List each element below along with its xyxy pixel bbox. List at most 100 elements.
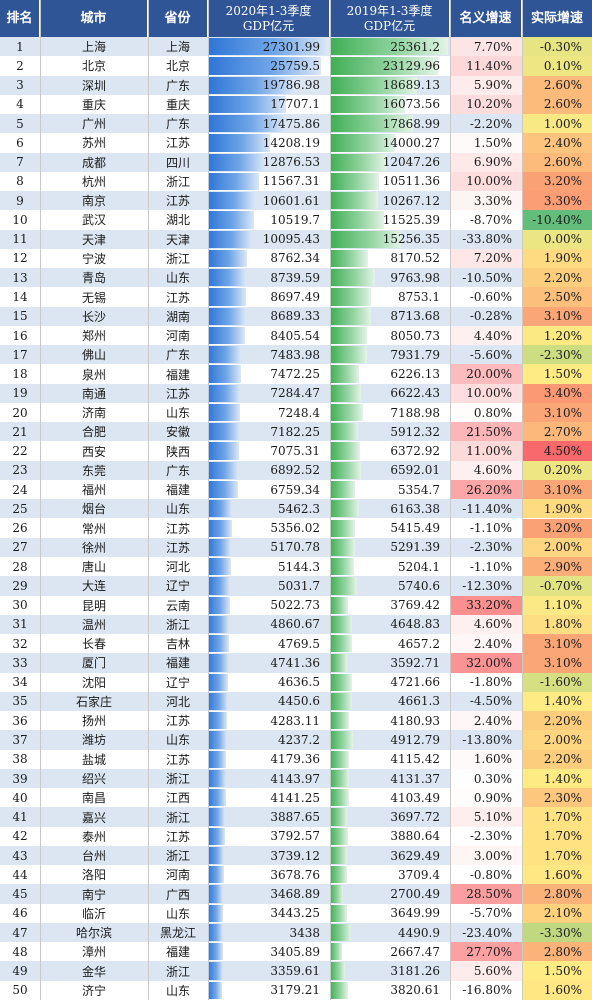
cell-province-value: 广东 (165, 117, 190, 132)
cell-city-value: 成都 (81, 155, 106, 170)
cell-gdp-2019-value: 6622.43 (390, 386, 440, 401)
cell-province-value: 云南 (165, 598, 190, 613)
cell-real-growth: 2.40% (522, 133, 592, 153)
cell-nominal-growth-value: 4.60% (473, 463, 512, 478)
cell-gdp-2019-bar (330, 442, 360, 460)
cell-gdp-2019-bar (330, 519, 356, 537)
cell-province-value: 浙江 (165, 617, 190, 632)
cell-nominal-growth: -16.80% (450, 981, 522, 1000)
cell-nominal-growth: 7.70% (450, 37, 522, 57)
cell-gdp-2020-bar (208, 76, 295, 94)
cell-gdp-2019: 9763.98 (330, 268, 450, 287)
cell-city-value: 昆明 (81, 598, 106, 613)
cell-rank: 39 (0, 769, 40, 788)
cell-real-growth-value: 2.10% (543, 906, 582, 921)
cell-real-growth: 0.10% (522, 56, 592, 76)
cell-city: 常州 (40, 519, 148, 538)
table-row: 38 盐城 江苏 4179.36 4115.42 1.60% 2.20% (0, 749, 592, 769)
cell-city: 泰州 (40, 827, 148, 846)
cell-gdp-2019-bar (330, 480, 355, 499)
cell-city: 潍坊 (40, 730, 148, 749)
cell-real-growth-value: 2.80% (543, 944, 582, 959)
cell-nominal-growth: 32.00% (450, 653, 522, 673)
cell-gdp-2019-bar (330, 750, 350, 768)
cell-gdp-2019-value: 4721.66 (390, 675, 440, 690)
cell-province: 山东 (148, 403, 208, 422)
cell-province: 浙江 (148, 846, 208, 865)
cell-nominal-growth: 33.20% (450, 595, 522, 615)
cell-rank-value: 20 (12, 405, 28, 420)
cell-gdp-2020-bar (208, 789, 227, 807)
cell-province-value: 江苏 (165, 829, 190, 844)
cell-rank: 5 (0, 114, 40, 133)
cell-real-growth: 1.70% (522, 807, 592, 827)
cell-province: 江苏 (148, 133, 208, 152)
cell-rank-value: 15 (12, 309, 28, 324)
cell-nominal-growth-value: -23.40% (462, 925, 512, 940)
cell-real-growth-value: 3.20% (543, 174, 582, 189)
cell-gdp-2019-value: 3649.99 (390, 906, 440, 921)
cell-city-value: 南昌 (81, 791, 106, 806)
cell-real-growth: 2.00% (522, 537, 592, 557)
cell-gdp-2020-bar (208, 962, 223, 980)
cell-city: 扬州 (40, 711, 148, 730)
cell-city: 绍兴 (40, 769, 148, 788)
cell-real-growth: 2.70% (522, 422, 592, 442)
cell-province-value: 天津 (165, 232, 190, 247)
cell-gdp-2020-value: 5031.7 (278, 578, 320, 593)
cell-real-growth: 3.10% (522, 479, 592, 500)
cell-gdp-2020-value: 4237.2 (278, 732, 320, 747)
cell-gdp-2020-bar (208, 480, 238, 499)
cell-city: 沈阳 (40, 673, 148, 692)
cell-province-value: 河南 (165, 329, 190, 344)
cell-province: 江苏 (148, 827, 208, 846)
cell-rank-value: 28 (12, 559, 28, 574)
cell-gdp-2019: 25361.2 (330, 37, 450, 56)
cell-city-value: 扬州 (81, 714, 106, 729)
cell-gdp-2019-bar (330, 904, 347, 922)
cell-nominal-growth-value: 0.30% (473, 771, 512, 786)
cell-nominal-growth-value: -2.30% (469, 540, 512, 555)
cell-gdp-2019: 6372.92 (330, 441, 450, 460)
cell-province: 黑龙江 (148, 923, 208, 942)
cell-province-value: 江苏 (165, 194, 190, 209)
cell-gdp-2020-value: 10601.61 (262, 193, 320, 208)
cell-gdp-2019: 14000.27 (330, 133, 450, 152)
cell-province-value: 福建 (165, 945, 190, 960)
cell-gdp-2020: 10519.7 (208, 210, 330, 229)
cell-gdp-2019-bar (330, 943, 343, 961)
cell-province-value: 重庆 (165, 97, 190, 112)
cell-gdp-2019: 16073.56 (330, 95, 450, 114)
cell-province: 广东 (148, 345, 208, 364)
cell-city: 广州 (40, 114, 148, 133)
cell-real-growth-value: 3.10% (543, 636, 582, 651)
cell-city-value: 济南 (81, 406, 106, 421)
cell-real-growth: -3.30% (522, 922, 592, 943)
cell-gdp-2020-bar (208, 442, 240, 460)
cell-nominal-growth-value: -0.28% (469, 309, 512, 324)
cell-city: 唐山 (40, 557, 148, 576)
cell-nominal-growth: 10.00% (450, 383, 522, 403)
cell-gdp-2019-value: 10267.12 (382, 193, 440, 208)
cell-real-growth: 3.20% (522, 171, 592, 192)
cell-city-value: 绍兴 (81, 772, 106, 786)
cell-nominal-growth: 2.40% (450, 711, 522, 731)
cell-province-value: 湖北 (165, 213, 190, 228)
cell-gdp-2019-bar (330, 307, 371, 325)
cell-province: 江苏 (148, 538, 208, 557)
cell-rank-value: 18 (12, 367, 28, 382)
cell-gdp-2020-value: 3359.61 (270, 964, 320, 979)
cell-real-growth: 2.80% (522, 942, 592, 962)
cell-province: 福建 (148, 942, 208, 961)
cell-city-value: 石家庄 (75, 694, 112, 709)
cell-rank: 13 (0, 268, 40, 287)
cell-gdp-2019-bar (330, 808, 348, 826)
cell-gdp-2020: 19786.98 (208, 76, 330, 95)
cell-rank: 47 (0, 923, 40, 942)
cell-province: 吉林 (148, 634, 208, 653)
cell-gdp-2019-value: 6592.01 (390, 463, 440, 478)
cell-nominal-growth-value: 28.50% (466, 887, 512, 902)
cell-rank-value: 34 (12, 675, 28, 690)
cell-province: 山东 (148, 268, 208, 287)
cell-rank-value: 38 (12, 752, 28, 767)
